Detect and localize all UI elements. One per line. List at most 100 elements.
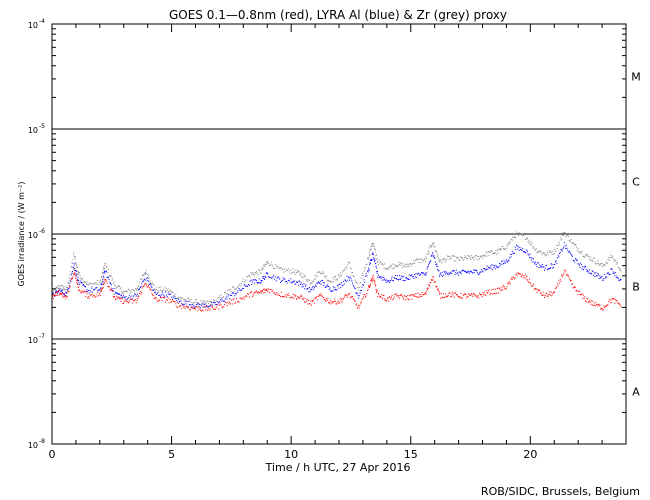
data-point (513, 252, 515, 254)
data-point (501, 246, 503, 248)
data-point (158, 291, 160, 293)
data-point (440, 274, 442, 276)
data-point (434, 257, 436, 259)
data-point (376, 289, 378, 291)
data-point (423, 272, 425, 274)
data-point (364, 296, 366, 298)
data-point (150, 288, 152, 290)
data-point (352, 284, 354, 286)
data-point (377, 274, 379, 276)
data-point (535, 288, 537, 290)
data-point (384, 299, 386, 301)
data-point (563, 231, 565, 233)
data-point (121, 297, 123, 299)
data-point (140, 278, 142, 280)
data-point (479, 272, 481, 274)
data-point (601, 308, 603, 310)
data-point (284, 295, 286, 297)
data-point (451, 291, 453, 293)
data-point (470, 293, 472, 295)
data-point (439, 258, 441, 260)
data-point (464, 293, 466, 295)
data-point (484, 294, 486, 296)
data-point (418, 258, 420, 260)
data-point (117, 294, 119, 295)
data-point (582, 297, 584, 299)
data-point (342, 270, 344, 272)
data-point (548, 294, 550, 296)
data-point (373, 258, 375, 260)
data-point (470, 270, 472, 272)
data-point (141, 275, 143, 277)
data-point (87, 283, 89, 285)
data-point (526, 249, 528, 251)
data-point (451, 255, 453, 257)
data-point (123, 302, 125, 304)
data-point (358, 305, 360, 307)
data-point (308, 291, 310, 293)
data-point (583, 298, 585, 300)
data-point (101, 272, 103, 274)
data-point (64, 291, 66, 293)
data-point (332, 290, 334, 292)
data-point (482, 271, 484, 273)
data-point (367, 290, 369, 292)
data-point (317, 271, 319, 273)
data-point (198, 307, 200, 309)
data-point (72, 266, 74, 268)
data-point (143, 279, 145, 281)
data-point (214, 308, 216, 310)
data-point (294, 283, 296, 285)
data-point (328, 302, 330, 304)
data-point (437, 289, 439, 291)
data-point (323, 298, 325, 300)
data-point (592, 300, 594, 302)
data-point (597, 260, 599, 262)
data-point (174, 301, 176, 303)
data-point (215, 299, 217, 301)
data-point (343, 296, 345, 298)
data-point (449, 292, 451, 294)
data-point (600, 308, 602, 310)
data-point (410, 275, 412, 277)
data-point (511, 239, 513, 241)
data-point (101, 283, 103, 285)
data-point (609, 302, 611, 304)
data-point (140, 286, 142, 288)
data-point (135, 295, 137, 297)
data-point (372, 253, 374, 254)
data-point (348, 277, 350, 279)
data-point (313, 287, 315, 289)
data-point (221, 297, 223, 299)
data-point (370, 283, 372, 285)
data-point (150, 283, 152, 285)
data-point (521, 249, 523, 251)
data-point (364, 294, 366, 296)
data-point (291, 282, 293, 284)
data-point (306, 300, 308, 302)
data-point (481, 257, 483, 259)
data-point (77, 271, 79, 273)
data-point (295, 294, 297, 296)
data-point (224, 291, 226, 293)
data-point (252, 272, 254, 274)
data-point (396, 295, 398, 297)
data-point (502, 289, 504, 291)
data-point (343, 283, 345, 285)
data-point (62, 287, 64, 289)
data-point (159, 294, 161, 296)
data-point (327, 298, 329, 300)
data-point (126, 301, 128, 303)
data-point (278, 277, 280, 279)
data-point (146, 273, 148, 275)
data-point (59, 292, 61, 294)
data-point (359, 292, 361, 294)
data-point (341, 301, 343, 303)
data-point (552, 292, 554, 294)
data-point (259, 292, 261, 294)
data-point (548, 293, 550, 295)
data-point (411, 298, 413, 300)
data-point (603, 305, 605, 307)
data-point (121, 298, 123, 300)
data-point (116, 297, 118, 299)
